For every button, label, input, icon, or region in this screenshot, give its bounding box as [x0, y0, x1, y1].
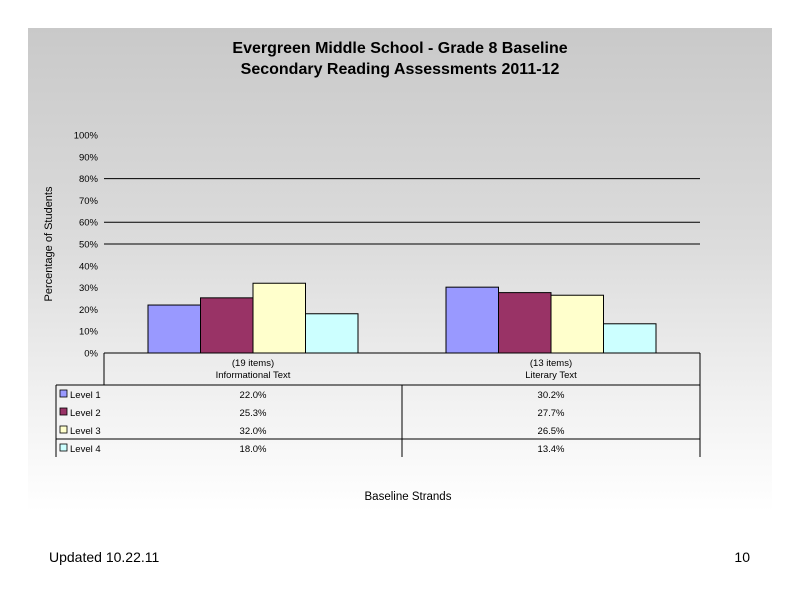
bar — [200, 297, 254, 354]
y-tick-label: 30% — [79, 283, 99, 294]
data-label: 22.0% — [240, 390, 267, 401]
y-tick-label: 0% — [84, 349, 98, 360]
y-tick-label: 60% — [79, 218, 99, 229]
bar — [603, 323, 657, 354]
category-label-name: Informational Text — [216, 370, 291, 381]
y-tick-label: 90% — [79, 152, 99, 163]
legend-swatch — [59, 407, 68, 416]
bar — [445, 286, 499, 354]
bar — [305, 313, 359, 354]
chart-panel: Evergreen Middle School - Grade 8 Baseli… — [28, 28, 772, 512]
bar — [550, 294, 604, 354]
footer-updated: Updated 10.22.11 — [49, 549, 160, 565]
y-tick-label: 40% — [79, 261, 99, 272]
data-label: 30.2% — [538, 390, 565, 401]
chart-svg: 0% 10% 20% 30% 40% 50% 60% 70% 80% 90% 100% Percent… — [43, 131, 701, 503]
data-label: 18.0% — [240, 444, 267, 455]
bar — [147, 304, 201, 354]
y-tick-label: 10% — [79, 327, 99, 338]
chart-subtitle: Secondary Reading Assessments 2011-12 — [240, 61, 560, 78]
y-tick-label: 50% — [79, 240, 99, 251]
y-tick-label: 80% — [79, 174, 99, 185]
bar — [252, 282, 306, 354]
y-tick-label: 20% — [79, 305, 99, 316]
data-label: 13.4% — [538, 444, 565, 455]
data-label: 26.5% — [538, 426, 565, 437]
legend-label: Level 4 — [70, 444, 101, 455]
page-number: 10 — [734, 549, 750, 565]
legend-swatch — [59, 443, 68, 452]
legend-label: Level 1 — [70, 390, 101, 401]
y-axis-title: Percentage of Students — [43, 186, 55, 301]
data-label: 32.0% — [240, 426, 267, 437]
bar — [498, 292, 552, 354]
legend-label: Level 2 — [70, 408, 101, 419]
category-label-name: Literary Text — [525, 370, 577, 381]
y-tick-label: 100% — [74, 131, 99, 142]
data-label: 27.7% — [538, 408, 565, 419]
category-label-count: (13 items) — [530, 358, 572, 369]
category-label-count: (19 items) — [232, 358, 274, 369]
x-axis-title: Baseline Strands — [365, 491, 452, 503]
legend-swatch — [59, 389, 68, 398]
legend-swatch — [59, 425, 68, 434]
y-tick-label: 70% — [79, 196, 99, 207]
legend-label: Level 3 — [70, 426, 101, 437]
data-label: 25.3% — [240, 408, 267, 419]
chart-title: Evergreen Middle School - Grade 8 Baseli… — [232, 40, 568, 57]
